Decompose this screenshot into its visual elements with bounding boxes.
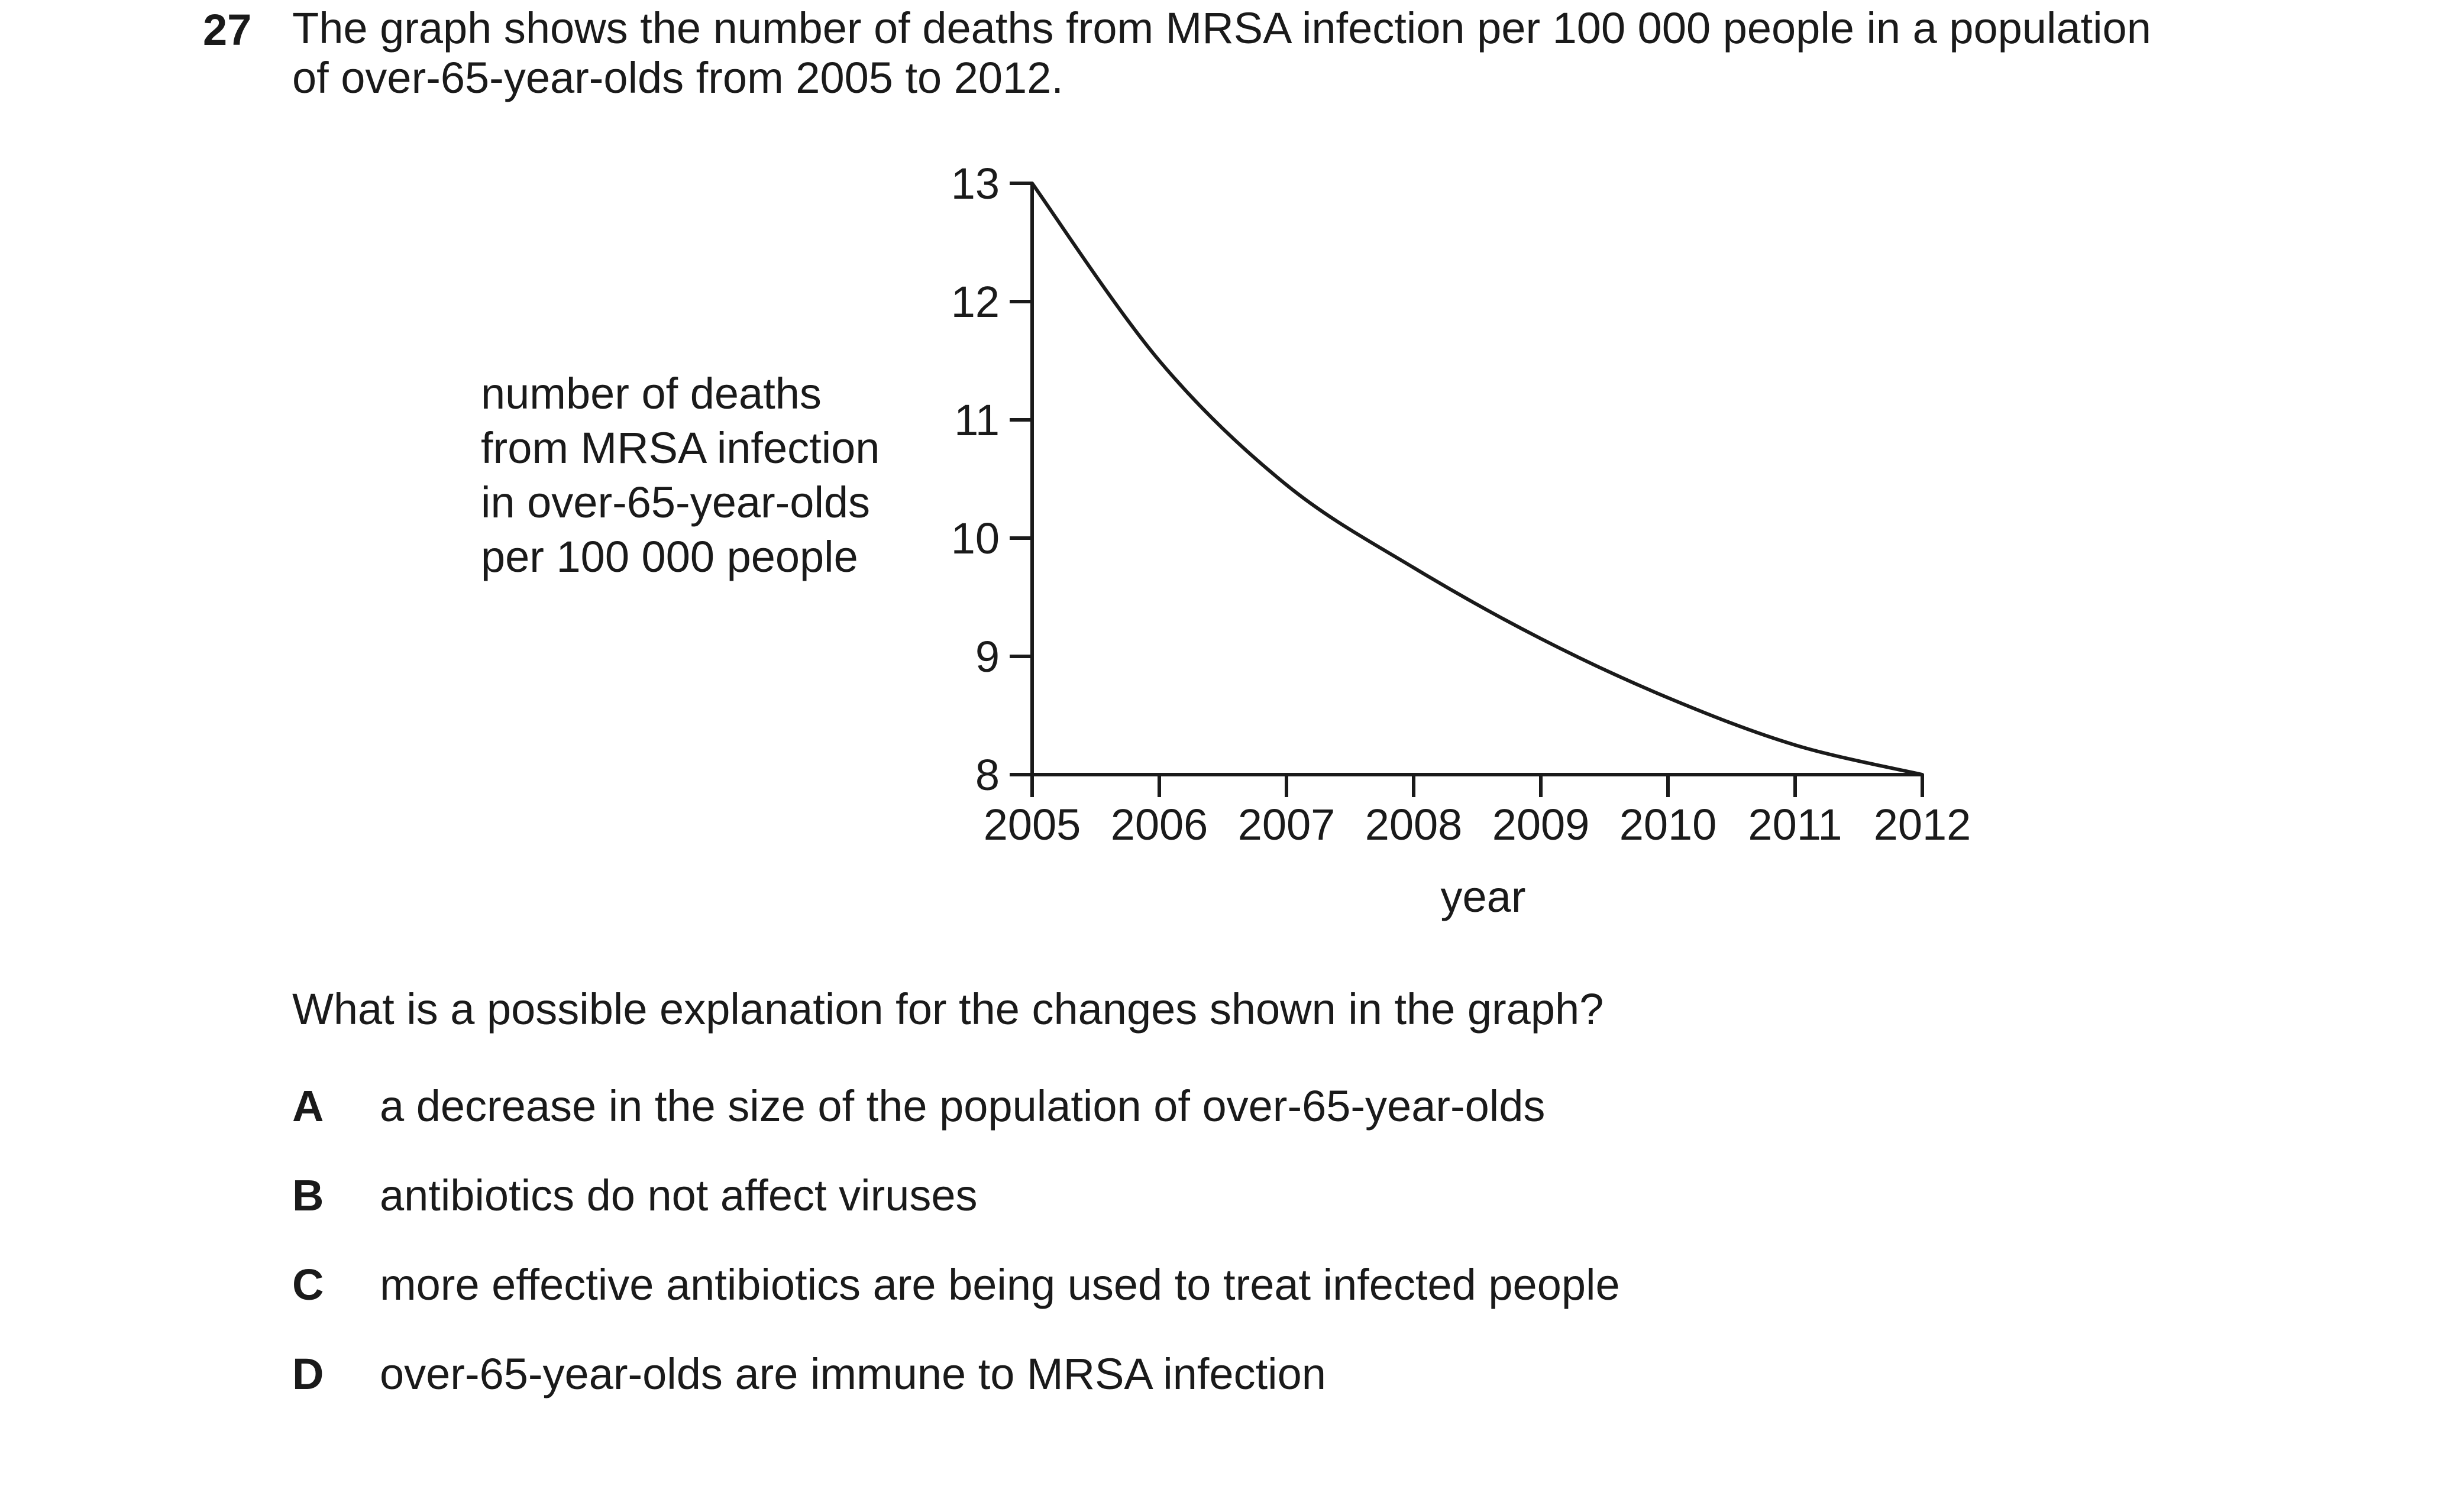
option-c-text: more effective antibiotics are being use… bbox=[380, 1260, 1620, 1309]
mrsa-deaths-chart: 8 9 10 11 12 13 2005 2006 2007 2008 2009 2010 2011 20… bbox=[951, 159, 1971, 921]
option-a-text: a decrease in the size of the population… bbox=[380, 1082, 1546, 1131]
y-tick-label: 9 bbox=[975, 632, 1000, 681]
x-axis-label: year bbox=[1441, 872, 1526, 921]
option-c-letter: C bbox=[292, 1260, 324, 1309]
y-axis-label: number of deaths from MRSA infection in … bbox=[481, 367, 880, 584]
y-axis-label-line-1: number of deaths bbox=[481, 369, 822, 418]
data-line bbox=[1030, 182, 1924, 776]
question-number: 27 bbox=[203, 5, 252, 54]
option-b-text: antibiotics do not affect viruses bbox=[380, 1171, 978, 1220]
question-stem: The graph shows the number of deaths fro… bbox=[292, 4, 2321, 103]
x-tick-label: 2011 bbox=[1748, 800, 1842, 849]
y-tick-label: 8 bbox=[975, 750, 1000, 799]
question-stem-line-1: The graph shows the number of deaths fro… bbox=[292, 4, 2151, 53]
option-a-letter: A bbox=[292, 1082, 324, 1131]
x-tick-label: 2008 bbox=[1365, 800, 1463, 849]
question-prompt: What is a possible explanation for the c… bbox=[292, 985, 1604, 1034]
x-tick-label: 2007 bbox=[1238, 800, 1336, 849]
x-tick-label: 2006 bbox=[1111, 800, 1208, 849]
option-d-text: over-65-year-olds are immune to MRSA inf… bbox=[380, 1349, 1326, 1398]
option-d-letter: D bbox=[292, 1349, 324, 1398]
y-tick-label: 13 bbox=[951, 159, 1000, 208]
y-tick-label: 10 bbox=[951, 514, 1000, 563]
y-tick-label: 12 bbox=[951, 277, 1000, 326]
y-axis-label-line-4: per 100 000 people bbox=[481, 532, 858, 581]
x-tick-label: 2012 bbox=[1874, 800, 1971, 849]
y-axis-label-line-2: from MRSA infection bbox=[481, 423, 880, 472]
x-tick-label: 2005 bbox=[984, 800, 1081, 849]
y-axis-label-line-3: in over-65-year-olds bbox=[481, 478, 871, 527]
option-b-letter: B bbox=[292, 1171, 324, 1220]
x-tick-label: 2009 bbox=[1492, 800, 1590, 849]
y-tick-label: 11 bbox=[954, 396, 1000, 445]
question-stem-line-2: of over-65-year-olds from 2005 to 2012. bbox=[292, 53, 1063, 102]
x-tick-label: 2010 bbox=[1619, 800, 1717, 849]
